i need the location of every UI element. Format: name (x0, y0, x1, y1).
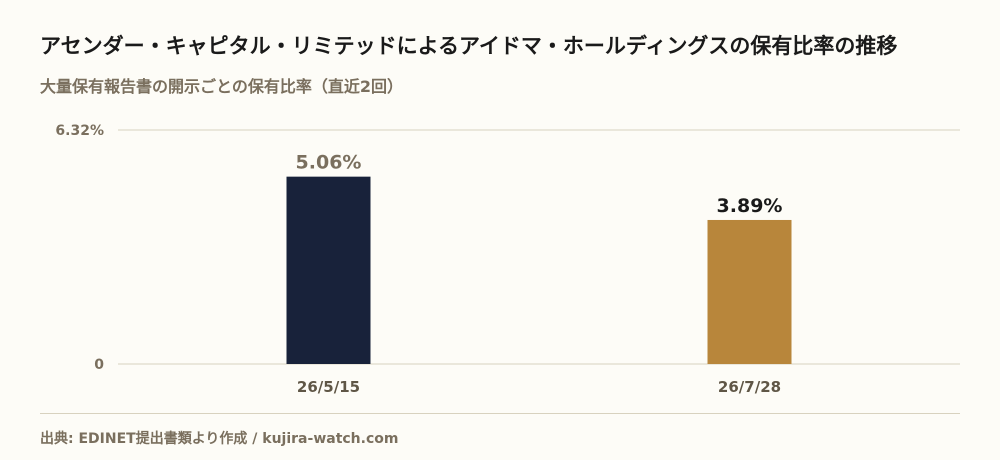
footer-divider (40, 413, 960, 414)
bar-value-label: 5.06% (296, 152, 362, 174)
chart-title: アセンダー・キャピタル・リミテッドによるアイドマ・ホールディングスの保有比率の推… (40, 34, 898, 58)
y-tick-label: 6.32% (55, 123, 104, 139)
y-tick-label: 0 (94, 357, 104, 373)
bar-chart: 0 6.32% 5.06% 26/5/15 3.89% 26/7/28 (55, 123, 960, 396)
source-note: 出典: EDINET提出書類より作成 / kujira-watch.com (40, 431, 399, 447)
bar (707, 219, 792, 364)
chart-subtitle: 大量保有報告書の開示ごとの保有比率（直近2回） (40, 77, 403, 96)
x-tick-label: 26/5/15 (297, 378, 360, 396)
bar (286, 176, 371, 364)
x-tick-label: 26/7/28 (718, 378, 781, 396)
bar-value-label: 3.89% (717, 195, 783, 217)
